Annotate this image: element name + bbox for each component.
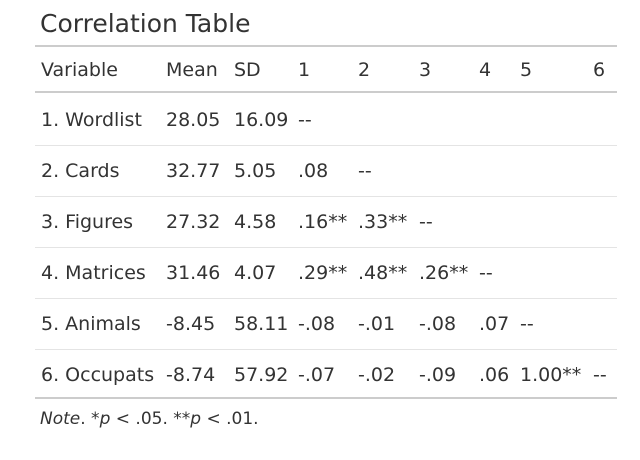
- cell: -.08: [298, 313, 336, 335]
- header-cell: 4: [479, 59, 492, 81]
- header-cell: Mean: [166, 59, 218, 81]
- cell: .48**: [358, 262, 408, 284]
- cell: .08: [298, 160, 329, 182]
- cell: --: [479, 262, 493, 284]
- cell: -.09: [419, 364, 457, 386]
- cell: -8.74: [166, 364, 216, 386]
- row-rule: [35, 349, 617, 350]
- note-part: . *: [80, 409, 100, 429]
- header-cell: 5: [520, 59, 533, 81]
- note-part: < .05. **: [110, 409, 191, 429]
- cell: 27.32: [166, 211, 221, 233]
- note-part: p: [190, 409, 202, 429]
- cell: -.07: [298, 364, 336, 386]
- header-rule: [35, 91, 617, 93]
- cell: -.08: [419, 313, 457, 335]
- cell: 16.09: [234, 109, 289, 131]
- cell: .26**: [419, 262, 469, 284]
- note: Note. *p < .05. **p < .01.: [40, 408, 259, 430]
- cell: .29**: [298, 262, 348, 284]
- cell: --: [593, 364, 607, 386]
- note-part: Note: [40, 409, 81, 429]
- cell: 31.46: [166, 262, 221, 284]
- cell: 4.07: [234, 262, 277, 284]
- row-rule: [35, 247, 617, 248]
- cell: .33**: [358, 211, 408, 233]
- cell: 1.00**: [520, 364, 582, 386]
- cell: --: [520, 313, 534, 335]
- row-label: 3. Figures: [41, 211, 134, 233]
- header-cell: 2: [358, 59, 371, 81]
- cell: -8.45: [166, 313, 216, 335]
- cell: 4.58: [234, 211, 277, 233]
- header-cell: SD: [234, 59, 261, 81]
- row-label: 2. Cards: [41, 160, 120, 182]
- cell: .06: [479, 364, 510, 386]
- header-cell: Variable: [41, 59, 118, 81]
- cell: -.01: [358, 313, 396, 335]
- row-label: 4. Matrices: [41, 262, 146, 284]
- row-rule: [35, 196, 617, 197]
- note-part: p: [99, 409, 111, 429]
- row-label: 5. Animals: [41, 313, 141, 335]
- bottom-rule: [35, 397, 617, 399]
- title: Correlation Table: [40, 9, 251, 38]
- cell: 58.11: [234, 313, 289, 335]
- note-part: < .01.: [201, 409, 259, 429]
- cell: --: [419, 211, 433, 233]
- cell: .07: [479, 313, 510, 335]
- header-cell: 1: [298, 59, 311, 81]
- header-cell: 6: [593, 59, 606, 81]
- row-rule: [35, 145, 617, 146]
- cell: 28.05: [166, 109, 221, 131]
- cell: 32.77: [166, 160, 221, 182]
- row-label: 6. Occupats: [41, 364, 155, 386]
- cell: .16**: [298, 211, 348, 233]
- row-label: 1. Wordlist: [41, 109, 142, 131]
- top-rule: [35, 45, 617, 47]
- cell: -.02: [358, 364, 396, 386]
- cell: 57.92: [234, 364, 289, 386]
- cell: --: [358, 160, 372, 182]
- cell: --: [298, 109, 312, 131]
- header-cell: 3: [419, 59, 432, 81]
- cell: 5.05: [234, 160, 277, 182]
- row-rule: [35, 298, 617, 299]
